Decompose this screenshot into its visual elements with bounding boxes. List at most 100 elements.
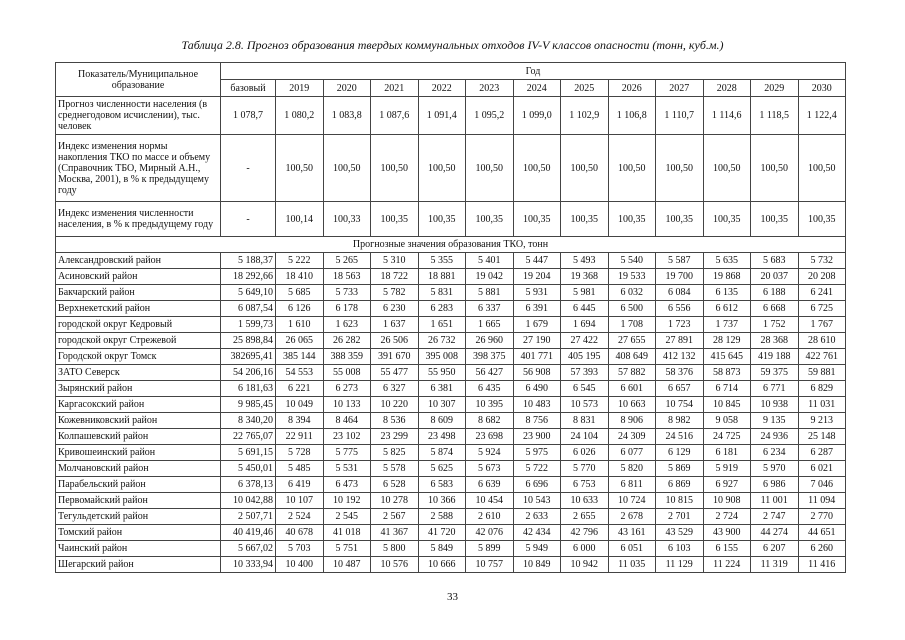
cell: 6 260 [797, 540, 846, 557]
cell: 2 655 [560, 508, 609, 525]
cell: 5 447 [512, 252, 561, 269]
row-label: Тегульдетский район [55, 508, 221, 525]
cell: 5 355 [417, 252, 466, 269]
cell: 5 874 [417, 444, 466, 461]
cell: 5 981 [560, 284, 609, 301]
cell: 6 026 [560, 444, 609, 461]
cell: 18 881 [417, 268, 466, 285]
cell: 100,35 [655, 201, 704, 237]
cell: 5 881 [465, 284, 514, 301]
table-row: Парабельский район 6 378,13 6 419 6 473 6 52… [55, 476, 846, 493]
row-label: Городской округ Томск [55, 348, 221, 365]
cell: 11 129 [655, 556, 704, 573]
cell: 10 192 [322, 492, 371, 509]
cell: 6 287 [797, 444, 846, 461]
cell: 5 703 [275, 540, 324, 557]
cell: 10 454 [465, 492, 514, 509]
cell: 5 683 [750, 252, 799, 269]
cell: 6 528 [370, 476, 419, 493]
cell: 26 732 [417, 332, 466, 349]
cell: 5 751 [322, 540, 371, 557]
row-label: Чаинский район [55, 540, 221, 557]
cell: 11 224 [702, 556, 751, 573]
cell: 23 102 [322, 428, 371, 445]
cell: 6 188 [750, 284, 799, 301]
cell: 6 234 [750, 444, 799, 461]
cell: 1 651 [417, 316, 466, 333]
cell: 25 148 [797, 428, 846, 445]
cell: 54 553 [275, 364, 324, 381]
cell: 6 612 [702, 300, 751, 317]
cell: 382695,41 [220, 348, 276, 365]
cell: 6 986 [750, 476, 799, 493]
cell: 42 076 [465, 524, 514, 541]
cell: 6 230 [370, 300, 419, 317]
cell: 9 058 [702, 412, 751, 429]
cell: 59 881 [797, 364, 846, 381]
cell: 5 649,10 [220, 284, 276, 301]
header-cell: 2021 [370, 79, 419, 97]
cell: 1 767 [797, 316, 846, 333]
cell: 10 666 [417, 556, 466, 573]
cell: 5 188,37 [220, 252, 276, 269]
cell: 10 220 [370, 396, 419, 413]
table-row: Зырянский район 6 181,63 6 221 6 273 6 327 6 … [55, 380, 846, 397]
cell: 388 359 [322, 348, 371, 365]
cell: 5 728 [275, 444, 324, 461]
cell: 5 825 [370, 444, 419, 461]
cell: 10 366 [417, 492, 466, 509]
cell: 1 099,0 [512, 96, 561, 135]
cell: 6 327 [370, 380, 419, 397]
table-row: Чаинский район 5 667,02 5 703 5 751 5 800 5 8… [55, 540, 846, 557]
cell: 57 882 [607, 364, 656, 381]
cell: 23 900 [512, 428, 561, 445]
cell: 100,35 [560, 201, 609, 237]
cell: 6 283 [417, 300, 466, 317]
cell: 6 337 [465, 300, 514, 317]
cell: - [220, 134, 276, 202]
cell: 5 531 [322, 460, 371, 477]
cell: 55 008 [322, 364, 371, 381]
cell: 1 118,5 [750, 96, 799, 135]
cell: 24 104 [560, 428, 609, 445]
cell: 2 545 [322, 508, 371, 525]
cell: 24 516 [655, 428, 704, 445]
table-row: Тегульдетский район 2 507,71 2 524 2 545 2 5… [55, 508, 846, 525]
cell: 19 868 [702, 268, 751, 285]
cell: 6 087,54 [220, 300, 276, 317]
cell: 57 393 [560, 364, 609, 381]
cell: 5 782 [370, 284, 419, 301]
cell: 5 931 [512, 284, 561, 301]
cell: 6 639 [465, 476, 514, 493]
table-row: Городской округ Томск 382695,41 385 144 388… [55, 348, 846, 365]
cell: 5 970 [750, 460, 799, 477]
cell: 100,35 [797, 201, 846, 237]
cell: 8 831 [560, 412, 609, 429]
table-row: базовый 2019 2020 2021 2022 2023 2024 2025 2026 2… [56, 79, 846, 97]
row-label: Зырянский район [55, 380, 221, 397]
cell: 19 533 [607, 268, 656, 285]
header-cell: 2019 [275, 79, 324, 97]
cell: 100,50 [275, 134, 324, 202]
cell: 5 401 [465, 252, 514, 269]
cell: 26 506 [370, 332, 419, 349]
cell: 100,50 [512, 134, 561, 202]
cell: 5 667,02 [220, 540, 276, 557]
cell: 43 900 [702, 524, 751, 541]
table-row: Асиновский район 18 292,66 18 410 18 563 18 … [55, 268, 846, 285]
cell: 56 908 [512, 364, 561, 381]
cell: 419 188 [750, 348, 799, 365]
cell: 6 445 [560, 300, 609, 317]
cell: 6 668 [750, 300, 799, 317]
cell: 5 975 [512, 444, 561, 461]
header-cell: 2025 [560, 79, 609, 97]
cell: 6 696 [512, 476, 561, 493]
cell: 6 556 [655, 300, 704, 317]
cell: 6 000 [560, 540, 609, 557]
cell: 6 829 [797, 380, 846, 397]
cell: 415 645 [702, 348, 751, 365]
cell: 1 110,7 [655, 96, 704, 135]
cell: 11 319 [750, 556, 799, 573]
cell: 2 507,71 [220, 508, 276, 525]
cell: 24 725 [702, 428, 751, 445]
